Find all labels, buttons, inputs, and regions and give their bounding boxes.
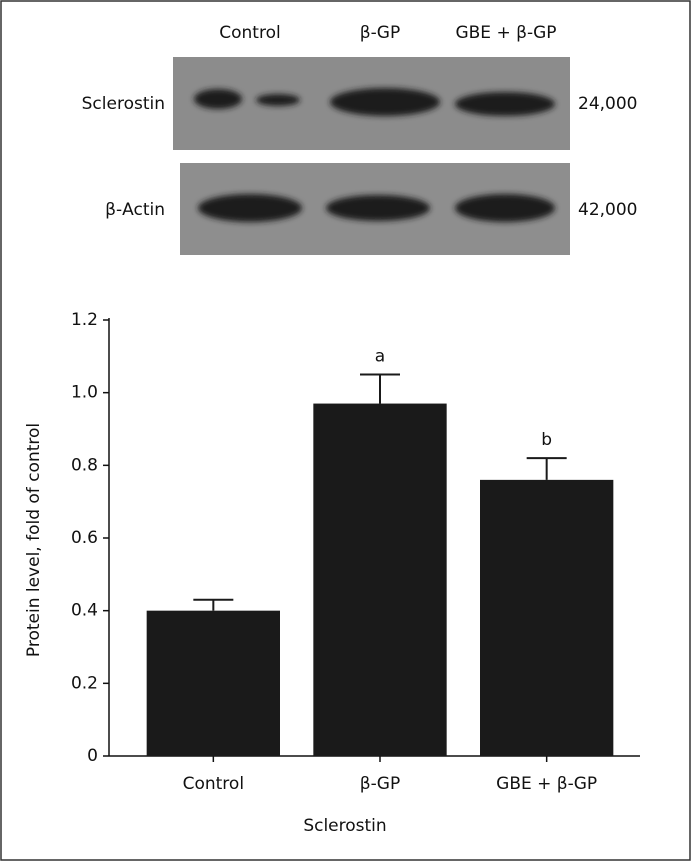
y-tick-label: 0.6 (71, 528, 98, 548)
y-tick-label: 0.4 (71, 601, 98, 621)
bar (313, 403, 447, 756)
x-tick-label: Control (183, 774, 244, 794)
y-tick-label: 0.2 (71, 673, 98, 693)
blot-size: 24,000 (578, 94, 637, 114)
lane-label: GBE + β-GP (455, 23, 556, 43)
x-tick-label: β-GP (360, 774, 400, 794)
bar (146, 610, 280, 756)
annotation: b (541, 430, 552, 450)
x-tick-label: GBE + β-GP (496, 774, 597, 794)
blot-bands (194, 88, 555, 222)
y-tick-label: 0 (87, 746, 98, 766)
lane-label: β-GP (360, 23, 400, 43)
error-bar (193, 598, 234, 611)
blot-row-label: β-Actin (105, 200, 165, 220)
error-bar (526, 457, 567, 480)
annotation: a (375, 347, 385, 367)
x-axis-label: Sclerostin (303, 816, 386, 836)
blot-size: 42,000 (578, 200, 637, 220)
y-tick-label: 1.2 (71, 310, 98, 330)
blot-row-label: Sclerostin (82, 94, 165, 114)
bar (480, 479, 614, 756)
lane-label: Control (219, 23, 280, 43)
y-tick-label: 1.0 (71, 383, 98, 403)
y-axis-label: Protein level, fold of control (24, 423, 44, 657)
error-bar (360, 373, 400, 404)
y-tick-label: 0.8 (71, 455, 98, 475)
